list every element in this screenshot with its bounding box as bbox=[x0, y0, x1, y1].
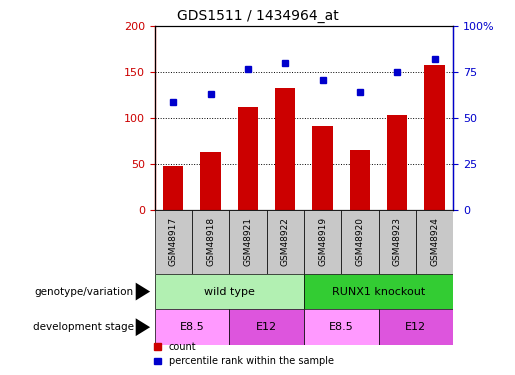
Bar bbox=[387, 116, 407, 210]
Bar bbox=[200, 152, 221, 210]
Bar bbox=[379, 210, 416, 274]
Text: GSM48923: GSM48923 bbox=[393, 217, 402, 266]
Bar bbox=[424, 65, 445, 210]
Text: wild type: wild type bbox=[204, 286, 254, 297]
Bar bbox=[416, 210, 453, 274]
Text: E12: E12 bbox=[405, 322, 426, 332]
Bar bbox=[192, 210, 229, 274]
Bar bbox=[154, 274, 304, 309]
Text: GSM48918: GSM48918 bbox=[206, 217, 215, 266]
Text: GSM48919: GSM48919 bbox=[318, 217, 327, 266]
Polygon shape bbox=[136, 283, 150, 300]
Text: GSM48921: GSM48921 bbox=[244, 217, 252, 266]
Bar bbox=[229, 210, 267, 274]
Bar bbox=[312, 126, 333, 210]
Bar bbox=[154, 210, 192, 274]
Bar bbox=[237, 107, 258, 210]
Bar bbox=[304, 210, 341, 274]
Text: GSM48924: GSM48924 bbox=[430, 217, 439, 266]
Bar bbox=[163, 166, 183, 210]
Bar bbox=[341, 210, 379, 274]
Text: E12: E12 bbox=[256, 322, 277, 332]
Polygon shape bbox=[136, 318, 150, 336]
Text: RUNX1 knockout: RUNX1 knockout bbox=[332, 286, 425, 297]
Text: E8.5: E8.5 bbox=[179, 322, 204, 332]
Text: GDS1511 / 1434964_at: GDS1511 / 1434964_at bbox=[177, 9, 338, 23]
Legend: count, percentile rank within the sample: count, percentile rank within the sample bbox=[154, 342, 334, 366]
Bar bbox=[267, 210, 304, 274]
Bar bbox=[304, 274, 453, 309]
Text: GSM48917: GSM48917 bbox=[169, 217, 178, 266]
Bar bbox=[229, 309, 304, 345]
Text: E8.5: E8.5 bbox=[329, 322, 354, 332]
Text: GSM48922: GSM48922 bbox=[281, 217, 289, 266]
Text: genotype/variation: genotype/variation bbox=[35, 286, 134, 297]
Bar bbox=[379, 309, 453, 345]
Bar bbox=[304, 309, 379, 345]
Text: GSM48920: GSM48920 bbox=[355, 217, 364, 266]
Bar bbox=[154, 309, 229, 345]
Bar bbox=[275, 88, 296, 210]
Bar bbox=[350, 150, 370, 210]
Text: development stage: development stage bbox=[33, 322, 134, 332]
